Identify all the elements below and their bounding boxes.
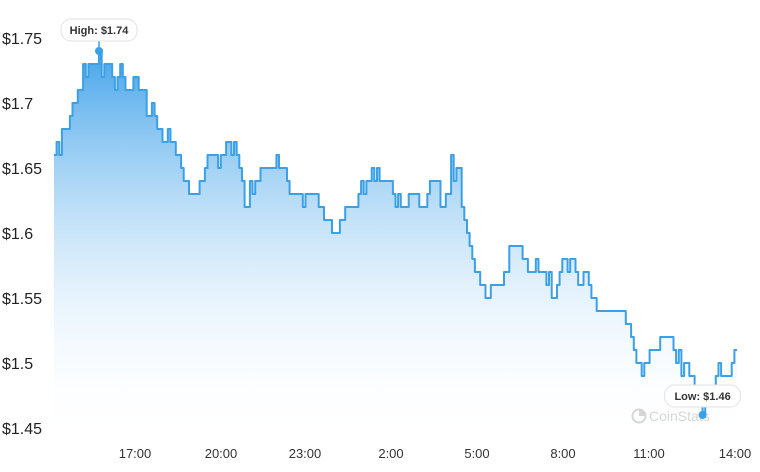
low-label-box — [664, 384, 742, 408]
price-line — [54, 50, 737, 416]
high-marker — [95, 47, 104, 55]
y-tick-label: $1.7 — [2, 96, 33, 113]
watermark-label: CoinStats — [649, 408, 710, 424]
watermark: CoinStats — [631, 408, 710, 424]
y-tick-label: $1.55 — [2, 291, 42, 308]
x-tick-label: 14:00 — [719, 446, 752, 461]
y-tick-label: $1.6 — [2, 226, 33, 243]
x-tick-label: 5:00 — [464, 446, 489, 461]
x-axis: 17:00 20:00 23:00 2:00 5:00 8:00 11:00 14:00 — [119, 446, 752, 461]
x-tick-label: 23:00 — [289, 446, 322, 461]
x-tick-label: 8:00 — [550, 446, 575, 461]
high-label-box — [60, 18, 138, 42]
low-marker — [698, 411, 707, 419]
area-fill — [54, 51, 737, 440]
y-tick-label: $1.45 — [2, 421, 42, 438]
callouts: High: $1.74 Low: $1.46 — [60, 18, 742, 419]
plot-area — [54, 50, 737, 440]
y-tick-label: $1.75 — [2, 31, 42, 48]
y-tick-label: $1.65 — [2, 161, 42, 178]
x-tick-label: 17:00 — [119, 446, 152, 461]
x-tick-label: 2:00 — [378, 446, 403, 461]
low-label: Low: $1.46 — [674, 391, 730, 403]
y-axis: $1.75 $1.7 $1.65 $1.6 $1.55 $1.5 $1.45 — [2, 31, 42, 438]
y-tick-label: $1.5 — [2, 356, 33, 373]
x-tick-label: 20:00 — [205, 446, 238, 461]
x-tick-label: 11:00 — [633, 446, 665, 461]
coinstats-logo-icon-segment — [639, 409, 646, 416]
high-label: High: $1.74 — [70, 25, 130, 37]
